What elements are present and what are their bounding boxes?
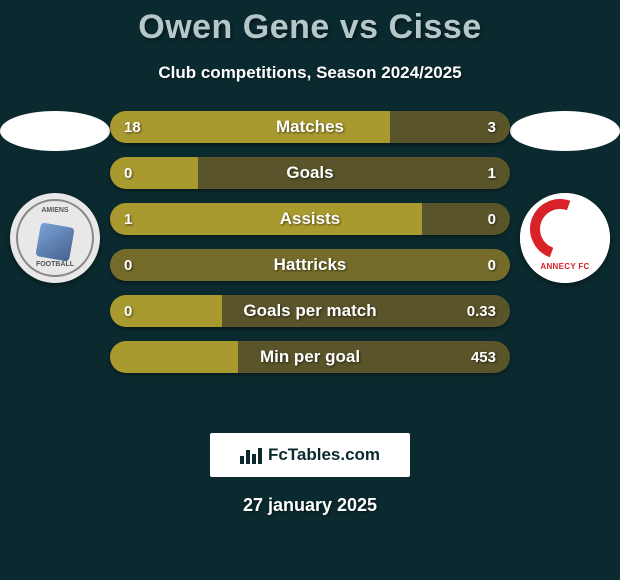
bar-segment-p2 bbox=[198, 157, 510, 189]
player2-club-badge: ANNECY FC bbox=[520, 193, 610, 283]
comparison-bars: Matches183Goals01Assists10Hattricks00Goa… bbox=[110, 111, 510, 387]
comparison-stage: AMIENS FOOTBALL ANNECY FC Matches183Goal… bbox=[0, 111, 620, 411]
stat-value-p1: 0 bbox=[110, 157, 146, 189]
stat-value-p2: 453 bbox=[457, 341, 510, 373]
stat-value-p2: 1 bbox=[474, 157, 510, 189]
stat-value-p2: 0 bbox=[474, 249, 510, 281]
stat-value-p2: 0.33 bbox=[453, 295, 510, 327]
player1-club-badge: AMIENS FOOTBALL bbox=[10, 193, 100, 283]
page-title: Owen Gene vs Cisse bbox=[0, 0, 620, 47]
stat-value-p1: 0 bbox=[110, 249, 146, 281]
bars-icon bbox=[240, 446, 262, 464]
amiens-label-bottom: FOOTBALL bbox=[18, 261, 92, 269]
stat-row: Goals01 bbox=[110, 157, 510, 189]
stat-row: Goals per match00.33 bbox=[110, 295, 510, 327]
stat-value-p1 bbox=[110, 341, 138, 373]
annecy-label: ANNECY FC bbox=[520, 262, 610, 271]
annecy-swoosh-icon bbox=[520, 193, 600, 269]
player1-silhouette bbox=[0, 111, 110, 151]
stat-value-p1: 1 bbox=[110, 203, 146, 235]
stat-value-p1: 18 bbox=[110, 111, 155, 143]
subtitle: Club competitions, Season 2024/2025 bbox=[0, 63, 620, 83]
stat-value-p2: 3 bbox=[474, 111, 510, 143]
stat-row: Min per goal453 bbox=[110, 341, 510, 373]
stat-row: Matches183 bbox=[110, 111, 510, 143]
stat-row: Hattricks00 bbox=[110, 249, 510, 281]
player1-column: AMIENS FOOTBALL bbox=[0, 111, 110, 283]
stat-row: Assists10 bbox=[110, 203, 510, 235]
stat-value-p1: 0 bbox=[110, 295, 146, 327]
amiens-label-top: AMIENS bbox=[18, 207, 92, 215]
date-label: 27 january 2025 bbox=[0, 495, 620, 516]
watermark-badge: FcTables.com bbox=[210, 433, 410, 477]
player2-column: ANNECY FC bbox=[510, 111, 620, 283]
stat-value-p2: 0 bbox=[474, 203, 510, 235]
watermark-text: FcTables.com bbox=[268, 445, 380, 465]
player2-silhouette bbox=[510, 111, 620, 151]
bar-segment-p1 bbox=[110, 203, 422, 235]
